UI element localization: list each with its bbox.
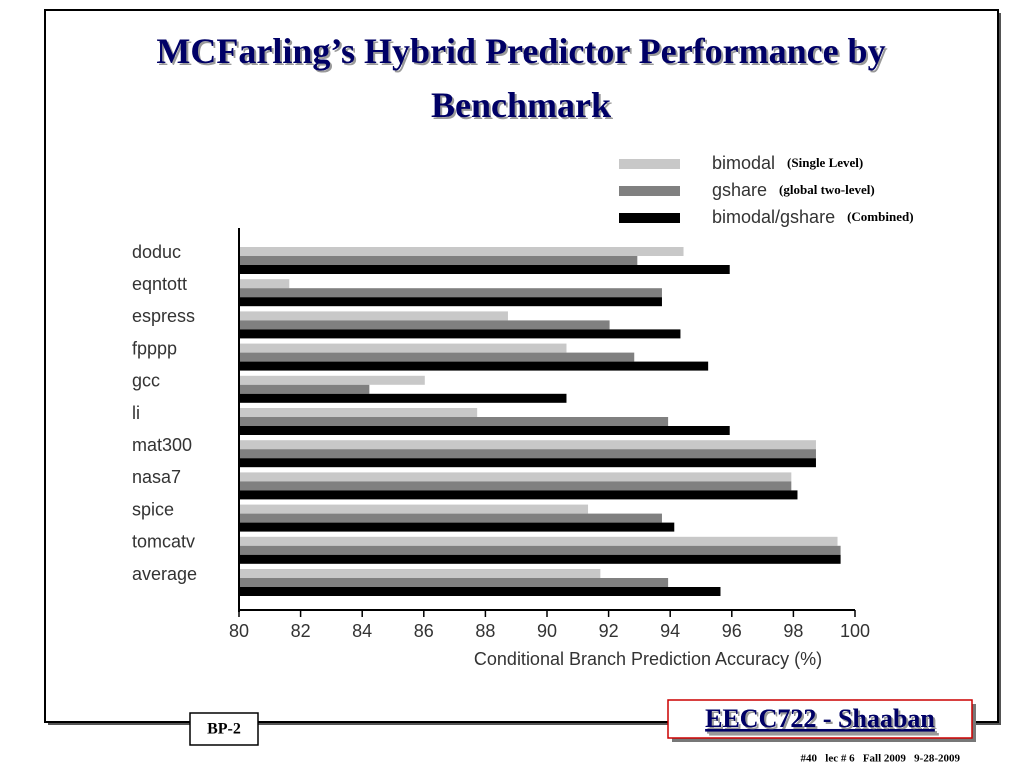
y-tick-label: espress [132,306,195,326]
legend-note: (Combined) [847,209,913,224]
legend-note: (Single Level) [787,155,863,170]
bar [240,297,662,307]
title: MCFarling’s Hybrid Predictor Performance… [156,31,886,125]
legend-swatch [619,213,680,223]
bar [240,569,601,578]
x-tick-label: 100 [840,621,870,641]
course-box [667,699,973,739]
slide-id: BP-2 [207,721,241,738]
bar [240,481,792,491]
bar [240,361,709,371]
bar [240,279,290,289]
x-tick-label: 82 [291,621,311,641]
bar [240,408,478,417]
bar [240,320,610,330]
bar [240,256,638,265]
slide-info: #40 lec # 6 Fall 2009 9-28-2009 [801,753,961,765]
course: EECC722 - Shaaban [705,704,935,733]
y-tick-label: gcc [132,371,160,391]
x-tick-label: 86 [414,621,434,641]
legend-note: (global two-level) [779,182,875,197]
bar [240,375,425,385]
bar [240,513,662,523]
y-tick-label: doduc [132,242,181,262]
bar [240,449,816,459]
slide-id-box [189,712,259,746]
legend-swatch [619,159,680,169]
bar [240,426,730,435]
bar [240,587,721,596]
x-tick-label: 80 [229,621,249,641]
legend-label: bimodal [712,153,775,173]
x-axis-label: Conditional Branch Prediction Accuracy (… [474,649,822,669]
y-tick-label: nasa7 [132,467,181,487]
bar [240,393,567,403]
bar [240,504,589,514]
legend-label: bimodal/gshare [712,207,835,227]
bar [240,288,662,298]
bar [240,472,792,482]
bar [240,440,816,450]
y-tick-label: eqntott [132,274,187,294]
bar [240,417,669,426]
x-tick-label: 84 [352,621,372,641]
bar [240,311,508,321]
bar [240,343,567,353]
x-tick-label: 96 [722,621,742,641]
bar [240,329,681,339]
bar [240,247,684,256]
x-tick-label: 94 [660,621,680,641]
y-tick-label: average [132,564,197,584]
bar [240,536,838,546]
x-tick-label: 90 [537,621,557,641]
y-tick-label: li [132,403,140,423]
bar [240,352,635,362]
y-tick-label: mat300 [132,435,192,455]
bar [240,554,841,564]
legend-swatch [619,186,680,196]
bar [240,384,370,394]
bar [240,490,798,500]
bar [240,522,675,532]
legend-label: gshare [712,180,767,200]
y-tick-label: spice [132,499,174,519]
y-tick-label: tomcatv [132,532,195,552]
bar [240,458,816,468]
y-tick-label: fpppp [132,338,177,358]
bar [240,545,841,555]
x-tick-label: 98 [783,621,803,641]
x-tick-label: 88 [475,621,495,641]
bar [240,265,730,274]
bar [240,578,669,587]
x-tick-label: 92 [599,621,619,641]
